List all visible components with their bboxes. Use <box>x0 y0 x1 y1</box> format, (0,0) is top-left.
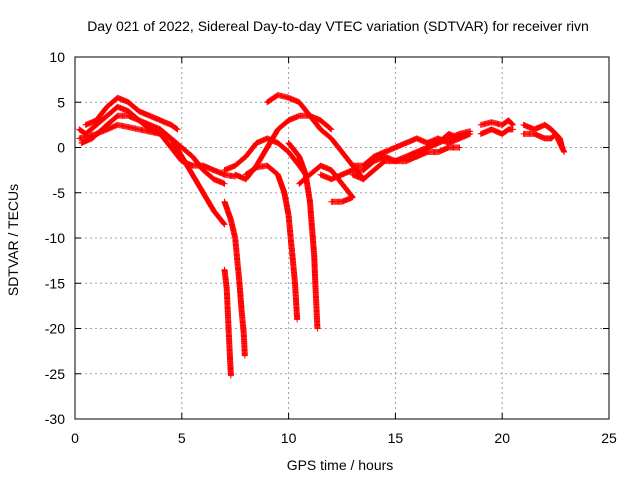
y-tick-label: -15 <box>45 275 65 291</box>
chart-title: Day 021 of 2022, Sidereal Day-to-day VTE… <box>87 18 589 34</box>
data-point-markers <box>221 135 309 178</box>
x-tick-label: 0 <box>71 430 79 446</box>
x-tick-label: 25 <box>601 430 617 446</box>
data-point-markers <box>82 94 181 133</box>
data-point-markers <box>477 126 516 137</box>
x-tick-label: 20 <box>494 430 510 446</box>
data-series-track-b <box>78 112 239 180</box>
data-series-track-e <box>221 198 248 359</box>
data-point-markers <box>520 130 565 151</box>
data-point-markers <box>221 266 234 379</box>
grid-lines <box>75 57 609 419</box>
data-point-markers <box>76 121 228 187</box>
data-point-markers <box>296 162 356 205</box>
x-tick-label: 15 <box>388 430 404 446</box>
data-point-markers <box>477 117 516 128</box>
y-tick-label: -20 <box>45 321 65 337</box>
x-tick-label: 10 <box>281 430 297 446</box>
data-point-markers <box>78 112 239 180</box>
data-series-track-c <box>76 121 228 187</box>
y-tick-label: -5 <box>53 185 66 201</box>
data-series-track-i <box>242 162 301 323</box>
data-series-track-h <box>221 135 309 178</box>
data-points <box>76 92 568 379</box>
data-series-track-r <box>477 126 516 137</box>
y-tick-label: -25 <box>45 366 65 382</box>
data-series-track-q <box>477 117 516 128</box>
data-series-track-d <box>82 94 181 133</box>
y-tick-label: -10 <box>45 230 65 246</box>
data-series-track-k <box>285 140 321 332</box>
data-series-track-t <box>520 130 565 151</box>
data-point-markers <box>285 140 321 332</box>
axis-ticks: 0 5 10 15 20 25 -30 -25 -20 -15 -10 -5 0 5 10 <box>45 49 617 446</box>
data-series-track-l <box>296 162 356 205</box>
data-point-markers <box>221 198 248 359</box>
y-tick-label: 0 <box>57 140 65 156</box>
data-point-markers <box>242 162 301 323</box>
x-axis-label: GPS time / hours <box>287 457 394 473</box>
y-tick-label: -30 <box>45 411 65 427</box>
x-tick-label: 5 <box>178 430 186 446</box>
data-point-markers <box>413 128 474 160</box>
data-series-track-p <box>413 128 474 160</box>
y-tick-label: 10 <box>49 49 65 65</box>
y-tick-label: 5 <box>57 94 65 110</box>
data-series-track-f <box>221 266 234 379</box>
y-axis-label: SDTVAR / TECUs <box>5 184 21 296</box>
